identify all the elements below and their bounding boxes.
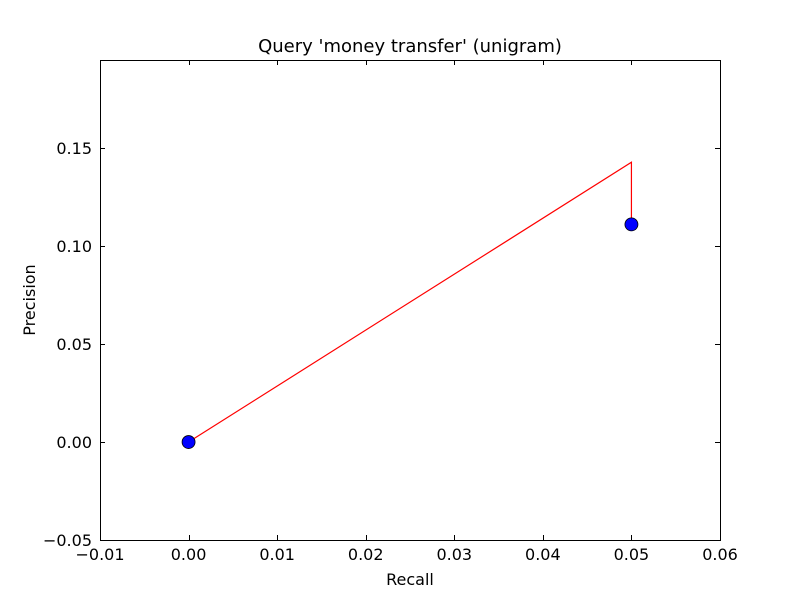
x-axis-label: Recall	[386, 570, 434, 589]
y-tick-label: 0.10	[56, 237, 92, 256]
x-tick-label: 0.05	[614, 545, 650, 564]
y-tick-label: −0.05	[43, 531, 92, 550]
y-tick-label: 0.00	[56, 433, 92, 452]
x-tick-label: −0.01	[75, 545, 124, 564]
x-axis: −0.01 0.00 0.01 0.02 0.03 0.04 0.05 0.06	[75, 60, 738, 564]
x-tick-label: 0.03	[436, 545, 472, 564]
y-axis-label: Precision	[20, 264, 39, 335]
y-tick-label: 0.15	[56, 139, 92, 158]
x-tick-label: 0.02	[348, 545, 384, 564]
plot-area	[181, 161, 639, 449]
data-point-1	[624, 217, 639, 232]
x-tick-label: 0.00	[171, 545, 207, 564]
data-point-0	[181, 435, 196, 449]
y-tick-label: 0.05	[56, 335, 92, 354]
series-line-0	[188, 161, 633, 443]
chart-title: Query 'money transfer' (unigram)	[258, 36, 562, 57]
x-tick-label: 0.06	[702, 545, 738, 564]
x-tick-label: 0.04	[525, 545, 561, 564]
x-tick-label: 0.01	[259, 545, 295, 564]
axes-frame	[100, 60, 721, 541]
y-axis: −0.05 0.00 0.05 0.10 0.15	[43, 139, 720, 550]
